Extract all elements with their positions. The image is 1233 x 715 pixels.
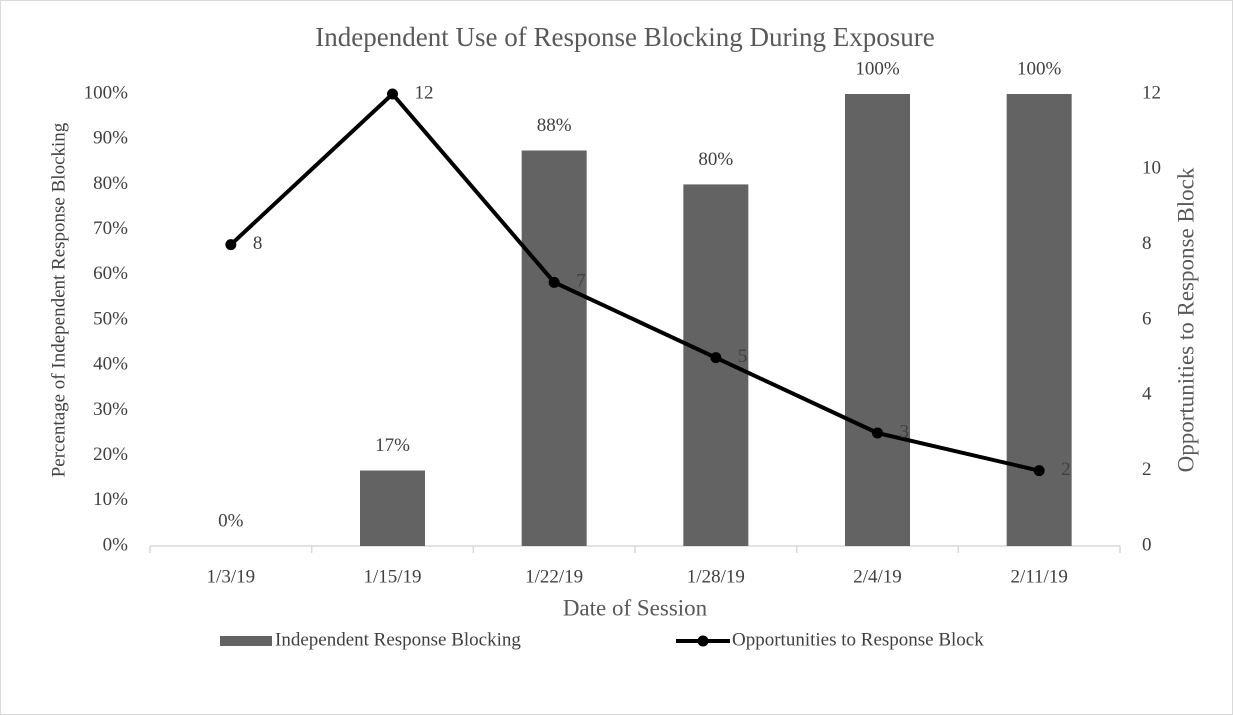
bar <box>683 184 749 546</box>
x-tick-label: 1/3/19 <box>207 566 256 587</box>
x-tick-label: 2/4/19 <box>853 566 902 587</box>
y2-tick-label: 2 <box>1142 459 1152 480</box>
y-tick-label: 60% <box>93 263 128 284</box>
bar-value-label: 100% <box>855 58 900 79</box>
bar-value-label: 17% <box>375 435 410 456</box>
line-value-label: 2 <box>1061 459 1071 480</box>
line-marker <box>872 427 883 439</box>
bar-value-label: 100% <box>1017 58 1062 79</box>
chart-title: Independent Use of Response Blocking Dur… <box>315 22 934 52</box>
y-tick-label: 50% <box>93 308 128 329</box>
y-axis-title: Percentage of Independent Response Block… <box>48 122 69 477</box>
y2-tick-label: 6 <box>1142 308 1152 329</box>
x-tick-label: 1/28/19 <box>687 566 745 587</box>
legend-swatch <box>697 635 709 647</box>
bar-value-label: 80% <box>698 149 733 170</box>
x-tick-label: 1/15/19 <box>363 566 421 587</box>
line-value-label: 3 <box>900 421 910 442</box>
x-tick-label: 2/11/19 <box>1010 566 1067 587</box>
y-tick-label: 20% <box>93 444 128 465</box>
y-tick-label: 10% <box>93 489 128 510</box>
line-value-label: 7 <box>576 271 586 292</box>
line-marker <box>387 88 398 100</box>
bar <box>845 94 910 546</box>
bar <box>360 470 425 546</box>
line <box>229 92 1040 473</box>
bar-value-label: 88% <box>537 115 572 136</box>
legend-label: Independent Response Blocking <box>275 629 521 650</box>
y2-tick-label: 8 <box>1142 233 1152 254</box>
y2-tick-label: 12 <box>1142 82 1161 103</box>
legend-swatch <box>220 636 272 646</box>
line-marker <box>1033 465 1045 477</box>
y2-tick-label: 0 <box>1142 534 1152 555</box>
x-axis-title: Date of Session <box>563 595 708 620</box>
x-tick-label: 1/22/19 <box>525 566 583 587</box>
bar <box>521 150 587 546</box>
line-marker <box>710 352 722 364</box>
y-tick-label: 70% <box>93 218 128 239</box>
y2-tick-label: 10 <box>1142 158 1161 179</box>
line-value-label: 5 <box>738 346 748 367</box>
y-tick-label: 100% <box>84 82 129 103</box>
y-tick-label: 90% <box>93 128 128 149</box>
y-tick-label: 40% <box>93 354 128 375</box>
y-tick-label: 30% <box>93 399 128 420</box>
bar-value-label: 0% <box>218 510 244 531</box>
line-marker <box>225 239 237 251</box>
y2-axis-title: Opportunities to Response Block <box>1173 167 1198 472</box>
legend-label: Opportunities to Response Block <box>732 629 984 650</box>
line-value-label: 8 <box>253 233 262 254</box>
line-marker <box>548 276 560 288</box>
y-tick-label: 0% <box>103 534 129 555</box>
y-tick-label: 80% <box>93 173 128 194</box>
y2-tick-label: 4 <box>1142 384 1152 405</box>
line-value-label: 12 <box>415 82 434 103</box>
